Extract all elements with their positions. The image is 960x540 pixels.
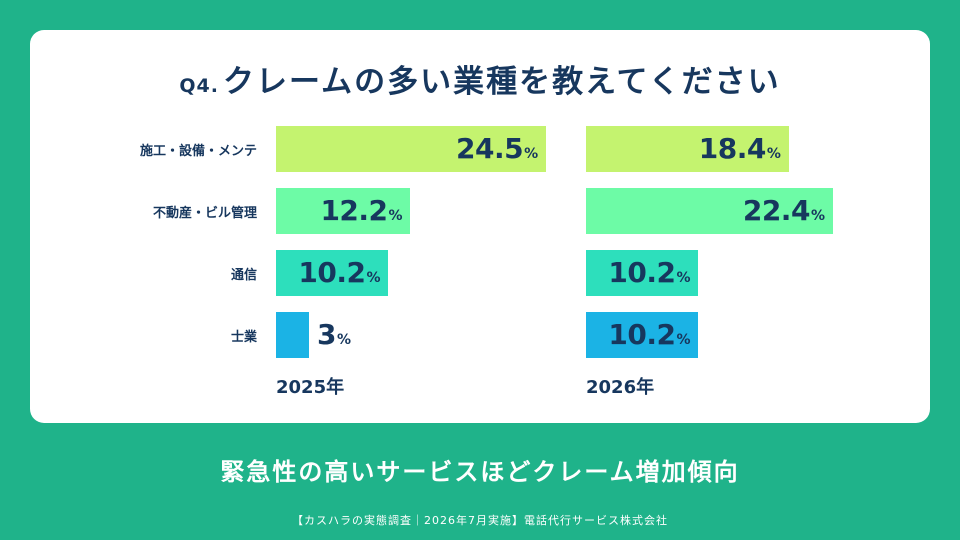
source-footer: 【カスハラの実態調査｜2026年7月実施】電話代行サービス株式会社 [292,514,668,527]
bar [276,188,411,234]
data-label-unit: % [524,146,538,162]
data-label: 24.5% [456,126,538,172]
data-label: 22.4% [743,188,825,234]
bar [276,250,389,296]
category-label: 不動産・ビル管理 [152,206,257,221]
data-label-value: 22.4 [742,194,811,227]
data-label: 18.4% [699,126,781,172]
data-label-unit: % [388,208,403,224]
series-label: 2025年 [276,377,345,398]
data-label-value: 10.2 [608,318,676,351]
category-label: 通信 [230,268,257,283]
bar [586,126,789,172]
question-title: Q4. クレームの多い業種を教えてください [0,56,960,101]
data-label-value: 10.2 [608,256,676,289]
data-label-value: 10.2 [298,256,366,289]
series-label: 2026年 [586,377,655,398]
question-number: Q4. [179,75,219,97]
data-label-value: 18.4 [698,132,767,165]
data-label-value: 12.2 [320,194,388,227]
bar [276,126,546,172]
data-label-unit: % [366,270,381,286]
category-label: 施工・設備・メンテ [139,144,257,159]
bar [276,312,310,358]
category-label: 士業 [230,330,257,345]
data-label-value: 24.5 [456,132,524,165]
data-label-unit: % [337,332,351,348]
bar [586,250,699,296]
data-label-unit: % [810,208,825,224]
data-label: 10.2% [608,250,690,296]
data-label: 3% [317,312,351,358]
data-label: 10.2% [298,250,380,296]
data-label-unit: % [676,270,691,286]
data-label-value: 3 [317,318,337,351]
bar [586,188,833,234]
summary-headline: 緊急性の高いサービスほどクレーム増加傾向 [220,458,740,486]
bar [586,312,699,358]
data-label-unit: % [766,146,781,162]
question-text: クレームの多い業種を教えてください [223,64,781,100]
data-label-unit: % [676,332,691,348]
data-label: 10.2% [608,312,690,358]
data-label: 12.2% [320,188,402,234]
